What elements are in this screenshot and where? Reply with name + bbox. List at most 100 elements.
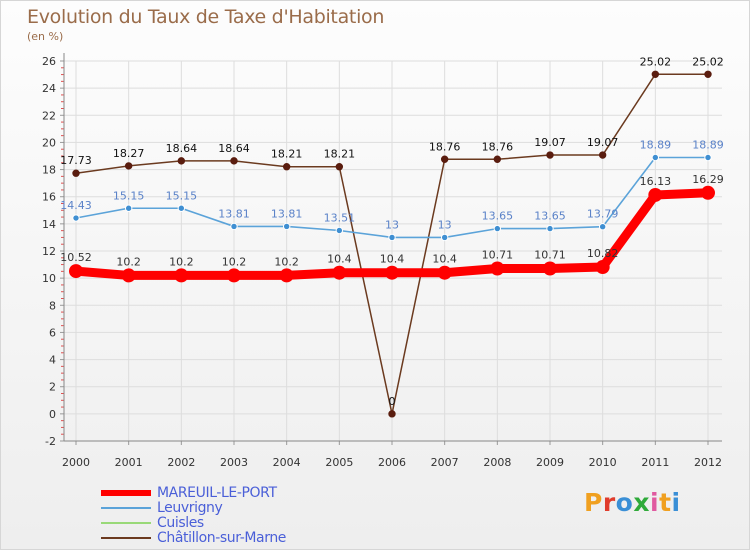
logo-letter: i: [671, 488, 681, 517]
data-point: [385, 265, 399, 280]
data-label: 18.27: [113, 147, 145, 160]
data-labels: 17.73 18.27 18.64 18.64 18.21 18.21 0 18.76 18.7…: [60, 55, 724, 408]
data-point: [546, 151, 554, 159]
x-tick-label: 2005: [325, 456, 353, 469]
data-label: 13.81: [218, 207, 250, 220]
y-tick-label: -2: [45, 435, 56, 448]
data-point: [69, 264, 83, 279]
data-label: 10.2: [169, 255, 194, 268]
data-point: [704, 70, 712, 79]
y-tick-label: 0: [49, 408, 56, 421]
data-point: [177, 157, 186, 165]
chart-title: Evolution du Taux de Taxe d'Habitation: [27, 6, 385, 28]
data-point: [437, 265, 452, 280]
y-tick-label: 24: [42, 82, 56, 95]
y-axis-unit: (en %): [27, 30, 64, 43]
y-tick-label: 12: [42, 245, 56, 258]
grid: [64, 60, 722, 442]
data-label: 18.76: [429, 140, 461, 153]
legend-item-mareuil[interactable]: MAREUIL-LE-PORT: [101, 486, 361, 501]
y-tick-label: 20: [42, 136, 56, 149]
data-point: [279, 268, 294, 283]
proxiti-logo: Proxiti: [584, 488, 681, 517]
legend-label: Leuvrigny: [157, 500, 223, 516]
x-tick-label: 2008: [483, 456, 511, 469]
data-label: 10.52: [60, 251, 92, 264]
data-label: 18.64: [218, 142, 250, 155]
data-point: [124, 204, 133, 212]
x-tick-label: 2006: [378, 456, 406, 469]
logo-letter: P: [584, 488, 603, 517]
logo-letter: r: [602, 488, 616, 517]
data-point: [598, 151, 607, 159]
data-label: 25.02: [640, 55, 672, 68]
data-point: [121, 268, 136, 283]
data-label: 10.2: [222, 255, 247, 268]
x-tick-label: 2000: [62, 456, 90, 469]
data-label: 18.89: [692, 138, 724, 151]
legend-item-cuisles[interactable]: Cuisles: [101, 516, 361, 531]
y-tick-label: 14: [42, 218, 56, 231]
legend-swatch: [101, 522, 151, 524]
data-point: [440, 233, 449, 242]
legend-item-chatillon[interactable]: Châtillon-sur-Marne: [101, 531, 361, 546]
x-tick-label: 2001: [115, 456, 143, 469]
data-label: 0: [389, 395, 396, 408]
data-label: 18.64: [166, 142, 198, 155]
legend-item-leuvrigny[interactable]: Leuvrigny: [101, 501, 361, 516]
data-point: [546, 224, 554, 233]
legend-swatch: [101, 507, 151, 509]
y-tick-label: 22: [42, 109, 56, 122]
data-label: 14.43: [60, 199, 92, 212]
y-tick-label: 16: [42, 191, 56, 204]
data-point: [388, 233, 396, 242]
data-point: [493, 224, 502, 233]
y-tick-label: 4: [49, 354, 56, 367]
data-label: 18.89: [640, 138, 672, 151]
legend-swatch: [101, 490, 151, 496]
legend: MAREUIL-LE-PORT Leuvrigny Cuisles Châtil…: [101, 486, 361, 546]
data-label: 10.4: [380, 253, 405, 266]
logo-letter: i: [650, 488, 660, 517]
data-label: 18.21: [324, 148, 356, 161]
data-point: [335, 163, 344, 171]
data-point: [651, 153, 660, 162]
legend-label: Châtillon-sur-Marne: [157, 530, 287, 546]
logo-letter: t: [659, 488, 672, 517]
data-point: [230, 222, 238, 231]
legend-swatch: [101, 537, 151, 539]
data-label: 10.4: [327, 253, 352, 266]
data-label: 10.82: [587, 247, 619, 260]
data-label: 10.4: [432, 253, 457, 266]
data-point: [543, 261, 557, 276]
x-tick-label: 2012: [694, 456, 722, 469]
data-point: [598, 223, 607, 231]
data-label: 13.65: [482, 210, 514, 223]
x-tick-label: 2003: [220, 456, 248, 469]
data-point: [335, 226, 344, 235]
data-point: [388, 410, 396, 418]
data-label: 19.07: [587, 136, 619, 149]
y-tick-label: 18: [42, 164, 56, 177]
data-label: 15.15: [113, 189, 145, 202]
data-point: [493, 155, 502, 163]
data-point: [701, 185, 715, 200]
data-point: [332, 265, 347, 280]
series-layer: [69, 70, 715, 418]
data-point: [124, 162, 133, 170]
data-label: 13: [438, 218, 452, 231]
data-label: 13: [385, 218, 399, 231]
data-label: 10.71: [534, 249, 566, 262]
y-tick-label: 8: [49, 299, 56, 312]
data-label: 17.73: [60, 154, 92, 167]
x-tick-label: 2002: [167, 456, 195, 469]
data-label: 16.29: [692, 173, 724, 186]
data-label: 18.21: [271, 148, 303, 161]
data-point: [282, 222, 291, 231]
data-point: [595, 260, 610, 275]
data-point: [174, 268, 189, 283]
data-point: [648, 187, 663, 202]
data-label: 15.15: [166, 189, 198, 202]
